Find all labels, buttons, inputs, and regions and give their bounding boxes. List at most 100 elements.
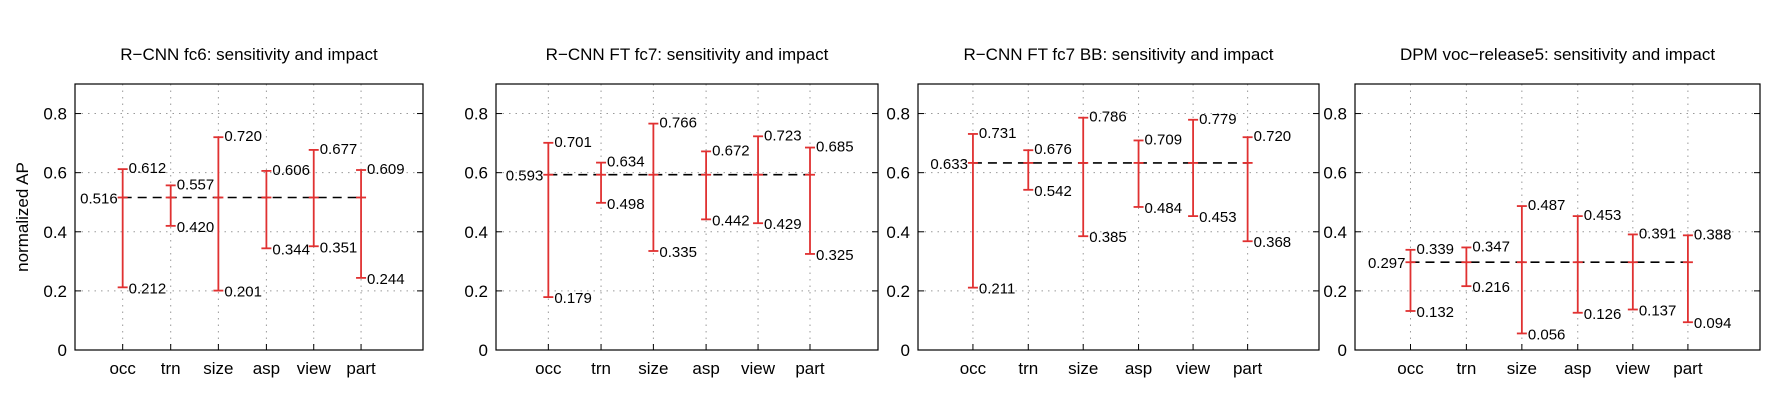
y-tick-label: 0 bbox=[479, 341, 488, 360]
min-value-label: 0.094 bbox=[1694, 315, 1732, 332]
min-value-label: 0.325 bbox=[816, 247, 854, 264]
max-value-label: 0.487 bbox=[1528, 197, 1566, 214]
max-value-label: 0.723 bbox=[764, 127, 802, 144]
max-value-label: 0.766 bbox=[659, 115, 697, 132]
x-tick-label: size bbox=[1507, 359, 1537, 378]
min-value-label: 0.344 bbox=[272, 241, 310, 258]
min-value-label: 0.542 bbox=[1034, 183, 1072, 200]
max-value-label: 0.701 bbox=[554, 134, 592, 151]
min-value-label: 0.216 bbox=[1472, 279, 1510, 296]
y-tick-label: 0 bbox=[58, 341, 67, 360]
x-tick-label: part bbox=[346, 359, 376, 378]
min-value-label: 0.201 bbox=[224, 284, 262, 301]
max-value-label: 0.685 bbox=[816, 139, 854, 156]
max-value-label: 0.453 bbox=[1584, 207, 1622, 224]
max-value-label: 0.779 bbox=[1199, 111, 1237, 128]
max-value-label: 0.606 bbox=[272, 162, 310, 179]
x-tick-label: asp bbox=[1564, 359, 1591, 378]
panel-dpm-voc-release5: DPM voc−release5: sensitivity and impact… bbox=[1323, 45, 1761, 378]
chart-title: DPM voc−release5: sensitivity and impact bbox=[1400, 45, 1715, 64]
min-value-label: 0.212 bbox=[129, 280, 167, 297]
min-value-label: 0.498 bbox=[607, 196, 645, 213]
x-tick-label: trn bbox=[161, 359, 181, 378]
y-tick-label: 0.6 bbox=[43, 164, 67, 183]
min-value-label: 0.385 bbox=[1089, 229, 1127, 246]
max-value-label: 0.347 bbox=[1472, 238, 1510, 255]
min-value-label: 0.211 bbox=[979, 281, 1015, 298]
x-tick-label: part bbox=[1233, 359, 1263, 378]
y-tick-label: 0.6 bbox=[464, 164, 488, 183]
y-tick-label: 0.8 bbox=[886, 105, 910, 124]
max-value-label: 0.557 bbox=[177, 176, 215, 193]
y-tick-label: 0.4 bbox=[886, 223, 910, 242]
x-tick-label: view bbox=[1176, 359, 1211, 378]
min-value-label: 0.453 bbox=[1199, 209, 1237, 226]
min-value-label: 0.368 bbox=[1254, 234, 1292, 251]
overall-label: 0.633 bbox=[930, 156, 968, 173]
x-tick-label: occ bbox=[535, 359, 562, 378]
y-tick-label: 0.4 bbox=[464, 223, 488, 242]
min-value-label: 0.132 bbox=[1416, 304, 1454, 321]
max-value-label: 0.731 bbox=[979, 125, 1017, 142]
min-value-label: 0.442 bbox=[712, 212, 750, 229]
chart-title: R−CNN fc6: sensitivity and impact bbox=[120, 45, 378, 64]
max-value-label: 0.676 bbox=[1034, 141, 1072, 158]
x-tick-label: view bbox=[1616, 359, 1651, 378]
y-tick-label: 0.2 bbox=[43, 282, 67, 301]
x-tick-label: size bbox=[1068, 359, 1098, 378]
x-tick-label: trn bbox=[591, 359, 611, 378]
x-tick-label: view bbox=[297, 359, 332, 378]
x-tick-label: asp bbox=[1125, 359, 1152, 378]
y-tick-label: 0.6 bbox=[886, 164, 910, 183]
x-tick-label: asp bbox=[692, 359, 719, 378]
min-value-label: 0.244 bbox=[367, 271, 405, 288]
x-tick-label: size bbox=[203, 359, 233, 378]
x-tick-label: asp bbox=[253, 359, 280, 378]
y-tick-label: 0.2 bbox=[886, 282, 910, 301]
axes-frame bbox=[917, 83, 1320, 351]
axes-frame bbox=[1354, 83, 1761, 351]
min-value-label: 0.484 bbox=[1145, 200, 1183, 217]
x-tick-label: occ bbox=[960, 359, 987, 378]
max-value-label: 0.677 bbox=[320, 141, 358, 158]
y-tick-label: 0.8 bbox=[464, 105, 488, 124]
max-value-label: 0.720 bbox=[1254, 128, 1292, 145]
y-tick-label: 0.8 bbox=[1323, 105, 1347, 124]
x-tick-label: part bbox=[1673, 359, 1703, 378]
max-value-label: 0.672 bbox=[712, 142, 750, 159]
y-tick-label: 0.2 bbox=[464, 282, 488, 301]
overall-label: 0.516 bbox=[80, 190, 118, 207]
y-tick-label: 0.4 bbox=[43, 223, 67, 242]
max-value-label: 0.391 bbox=[1639, 225, 1677, 242]
y-tick-label: 0.4 bbox=[1323, 223, 1347, 242]
max-value-label: 0.786 bbox=[1089, 109, 1127, 126]
axes-frame bbox=[74, 83, 424, 351]
overall-label: 0.593 bbox=[506, 168, 544, 185]
min-value-label: 0.351 bbox=[320, 239, 358, 256]
chart-title: R−CNN FT fc7 BB: sensitivity and impact bbox=[963, 45, 1273, 64]
min-value-label: 0.420 bbox=[177, 219, 215, 236]
overall-label: 0.297 bbox=[1368, 255, 1406, 272]
y-tick-label: 0 bbox=[901, 341, 910, 360]
panel-r-cnn-ft-fc7: R−CNN FT fc7: sensitivity and impact 0 0.2… bbox=[464, 45, 879, 378]
axes-frame bbox=[495, 83, 879, 351]
min-value-label: 0.179 bbox=[554, 290, 592, 307]
y-tick-label: 0.6 bbox=[1323, 164, 1347, 183]
y-axis-label: normalized AP bbox=[13, 162, 32, 272]
y-tick-label: 0.8 bbox=[43, 105, 67, 124]
min-value-label: 0.126 bbox=[1584, 306, 1622, 323]
y-tick-label: 0 bbox=[1338, 341, 1347, 360]
max-value-label: 0.609 bbox=[367, 161, 405, 178]
x-tick-label: trn bbox=[1018, 359, 1038, 378]
x-tick-label: occ bbox=[1397, 359, 1424, 378]
max-value-label: 0.339 bbox=[1416, 241, 1454, 258]
max-value-label: 0.388 bbox=[1694, 226, 1732, 243]
min-value-label: 0.137 bbox=[1639, 303, 1677, 320]
y-tick-label: 0.2 bbox=[1323, 282, 1347, 301]
max-value-label: 0.709 bbox=[1145, 131, 1183, 148]
x-tick-label: part bbox=[795, 359, 825, 378]
x-tick-label: trn bbox=[1456, 359, 1476, 378]
min-value-label: 0.429 bbox=[764, 216, 802, 233]
panel-r-cnn-fc6: R−CNN fc6: sensitivity and impact 0 0.2 0.4… bbox=[13, 45, 424, 378]
